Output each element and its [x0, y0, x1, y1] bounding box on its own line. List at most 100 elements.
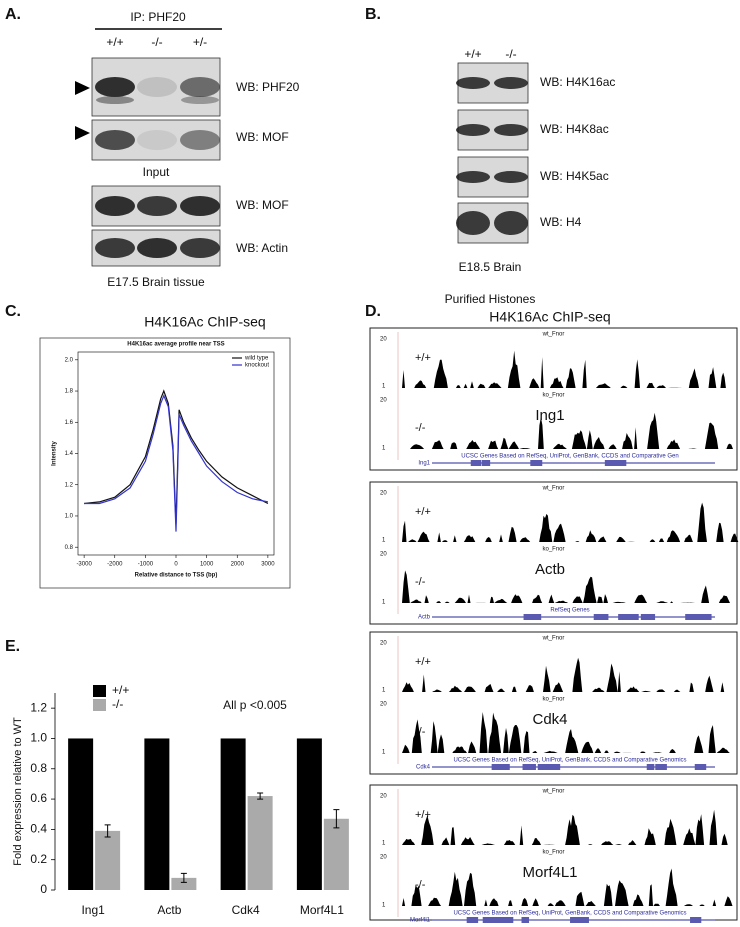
panel-title: H4K16Ac ChIP-seq	[144, 314, 265, 330]
blot-label: WB: PHF20	[236, 80, 300, 94]
x-tick-label: -1000	[138, 562, 154, 568]
blot-label: WB: Actin	[236, 241, 288, 255]
y-tick-label: 0.2	[30, 852, 47, 866]
scale-label: 1	[382, 446, 386, 452]
genotype: +/+	[106, 35, 123, 49]
blot-label: WB: MOF	[236, 130, 289, 144]
x-tick-label: Ing1	[81, 903, 105, 917]
x-tick-label: 0	[174, 562, 178, 568]
band	[180, 196, 220, 216]
x-tick-label: Cdk4	[232, 903, 260, 917]
exon	[593, 614, 609, 620]
genotype: -/-	[415, 422, 426, 434]
exon	[530, 460, 543, 466]
gene-label: Cdk4	[416, 765, 431, 771]
ip-label: IP: PHF20	[130, 10, 186, 24]
gene-annotation: RefSeq Genes	[550, 608, 589, 614]
y-axis-label: Intensity	[52, 441, 58, 466]
gene-annotation: UCSC Genes Based on RefSeq, UniProt, Gen…	[453, 911, 686, 917]
genotype: -/-	[415, 576, 426, 588]
y-axis-label: Fold expression relative to WT	[12, 717, 24, 866]
blot-label: WB: H4K8ac	[540, 122, 609, 136]
band	[137, 238, 177, 258]
panel-letter: D.	[365, 303, 381, 320]
genotype: -/-	[151, 35, 162, 49]
genotype: -/-	[415, 726, 426, 738]
blot-label: WB: H4	[540, 215, 582, 229]
signal-track	[402, 350, 726, 388]
gene-label: Ing1	[418, 461, 430, 467]
scale-label: 20	[380, 552, 387, 558]
scale-label: 1	[382, 688, 386, 694]
legend-label: +/+	[112, 683, 129, 697]
track-name: wt_Fnor	[542, 636, 565, 642]
bar	[220, 738, 246, 890]
exon	[470, 460, 482, 466]
error-bar	[180, 872, 187, 883]
y-tick-label: 0.6	[30, 791, 47, 805]
band	[96, 96, 134, 104]
scale-label: 1	[382, 600, 386, 606]
scale-label: 20	[380, 398, 387, 404]
y-tick-label: 1.2	[30, 700, 47, 714]
band	[181, 96, 219, 104]
y-tick-label: 1.0	[65, 514, 74, 520]
scale-label: 1	[382, 841, 386, 847]
gene-annotation: UCSC Genes Based on RefSeq, UniProt, Gen…	[453, 758, 686, 764]
y-tick-label: 1.4	[65, 451, 74, 457]
exon	[466, 917, 479, 923]
arrow	[75, 126, 90, 140]
band	[456, 171, 490, 183]
panel-letter: A.	[5, 6, 21, 23]
bar	[247, 796, 273, 890]
arrow	[75, 81, 90, 95]
caption: E17.5 Brain tissue	[107, 275, 205, 289]
scale-label: 20	[380, 641, 387, 647]
error-bar	[104, 824, 111, 838]
band	[456, 211, 490, 235]
gene-name: Ing1	[535, 407, 564, 424]
band	[494, 171, 528, 183]
blot-label: WB: H4K16ac	[540, 75, 615, 89]
track-name: wt_Fnor	[542, 332, 565, 338]
scale-label: 1	[382, 750, 386, 756]
gene-name: Morf4L1	[522, 864, 577, 881]
exon	[646, 764, 655, 770]
bar	[144, 738, 170, 890]
chart-frame	[39, 337, 291, 589]
exon	[618, 614, 639, 620]
exon	[607, 460, 620, 466]
exon	[494, 917, 514, 923]
exon	[521, 917, 530, 923]
x-tick-label: 3000	[261, 562, 275, 568]
y-tick-label: 1.8	[65, 389, 74, 395]
signal-track	[402, 657, 725, 692]
signal-track	[402, 412, 733, 449]
x-axis-label: Relative distance to TSS (bp)	[135, 573, 218, 579]
genotype: +/-	[193, 35, 207, 49]
signal-track	[402, 712, 730, 753]
legend-swatch	[93, 685, 106, 697]
scale-label: 20	[380, 702, 387, 708]
bar	[296, 738, 322, 890]
blot-label: WB: MOF	[236, 198, 289, 212]
gene-label: Morf4l1	[410, 918, 431, 924]
track-name: ko_Fnor	[542, 547, 564, 553]
panel-letter: B.	[365, 6, 381, 23]
signal-track	[402, 868, 733, 906]
exon	[491, 764, 510, 770]
band	[137, 77, 177, 97]
track-box	[369, 481, 738, 625]
exon	[523, 614, 542, 620]
panel-letter: E.	[5, 638, 20, 655]
legend-label: -/-	[112, 697, 123, 711]
exon	[570, 917, 589, 923]
y-tick-label: 1.6	[65, 420, 74, 426]
scale-label: 20	[380, 794, 387, 800]
x-tick-label: Morf4L1	[300, 903, 344, 917]
y-tick-label: 0.4	[30, 822, 47, 836]
signal-track	[402, 502, 739, 542]
x-tick-label: -3000	[76, 562, 92, 568]
